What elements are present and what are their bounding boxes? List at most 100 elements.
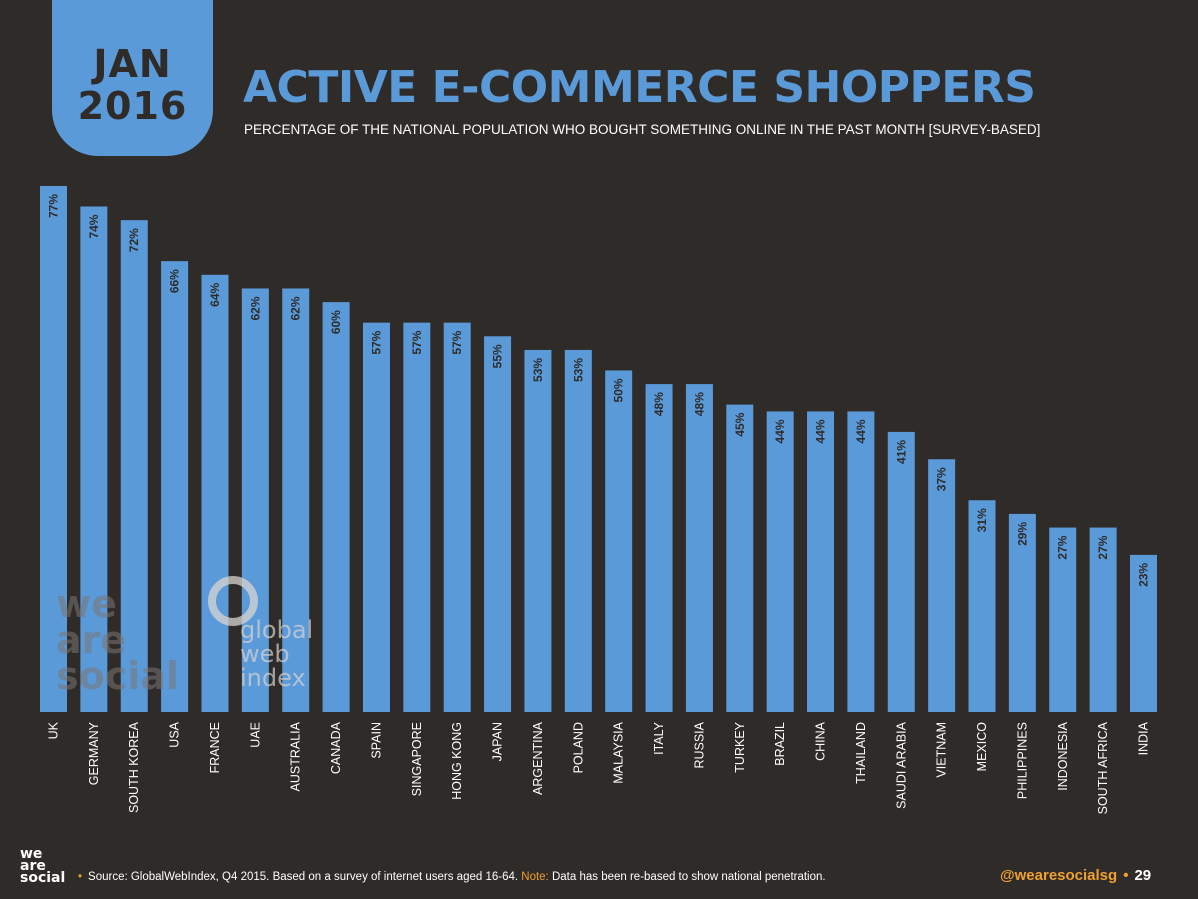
bar-value-label: 29%	[1015, 522, 1029, 546]
bar-value-label: 27%	[1096, 535, 1110, 559]
category-label: PHILIPPINES	[1015, 722, 1029, 799]
category-label: MALAYSIA	[612, 721, 626, 783]
category-label: FRANCE	[208, 722, 222, 773]
bar	[968, 500, 996, 712]
category-label: CANADA	[329, 721, 343, 774]
bar-value-label: 74%	[87, 214, 101, 238]
bar-value-label: 37%	[935, 467, 949, 491]
watermark-word: social	[56, 654, 179, 698]
bar-value-label: 66%	[168, 269, 182, 293]
bar-value-label: 57%	[369, 330, 383, 354]
category-label: AUSTRALIA	[289, 721, 303, 791]
bar-value-label: 44%	[854, 419, 868, 443]
category-label: USA	[168, 721, 182, 747]
category-label: TURKEY	[733, 721, 747, 772]
date-month: JAN	[93, 42, 172, 86]
bar	[80, 206, 108, 712]
bar	[928, 459, 956, 712]
bar-value-label: 57%	[410, 330, 424, 354]
category-label: ARGENTINA	[531, 721, 545, 795]
category-label: SOUTH KOREA	[127, 721, 141, 813]
bar	[524, 349, 552, 712]
bar	[201, 274, 229, 712]
bar	[1129, 554, 1157, 712]
watermark-word: we	[56, 582, 117, 626]
bar-value-label: 62%	[248, 296, 262, 320]
bar-value-label: 48%	[652, 392, 666, 416]
category-label: SAUDI ARABIA	[894, 721, 908, 808]
bar	[1008, 513, 1036, 712]
bar	[887, 431, 915, 712]
footer-social-handle: @wearesocialsg • 29	[1000, 867, 1151, 884]
bar	[241, 288, 269, 712]
bar	[645, 384, 673, 712]
bar	[282, 288, 310, 712]
bar-value-label: 31%	[975, 508, 989, 532]
footer-logo-word: we	[20, 846, 43, 862]
bar-value-label: 50%	[612, 378, 626, 402]
category-label: UAE	[248, 722, 262, 748]
bar	[1049, 527, 1077, 712]
globalwebindex-watermark: global web index	[240, 618, 313, 690]
bar-value-label: 57%	[450, 330, 464, 354]
bar-value-label: 72%	[127, 228, 141, 252]
category-label: JAPAN	[491, 722, 505, 761]
globalwebindex-logo-icon	[208, 576, 258, 626]
date-badge: JAN 2016	[52, 0, 213, 156]
category-label: INDONESIA	[1056, 721, 1070, 790]
category-label: GERMANY	[87, 721, 101, 785]
bar-value-label: 62%	[289, 296, 303, 320]
bar	[605, 370, 633, 712]
bar-value-label: 53%	[571, 358, 585, 382]
watermark-word: are	[56, 618, 127, 662]
footer-logo-word: are	[20, 858, 46, 874]
bar-value-label: 45%	[733, 412, 747, 436]
category-label: CHINA	[814, 721, 828, 761]
page-number: 29	[1134, 867, 1152, 884]
watermark-word: global	[240, 616, 314, 644]
category-label: POLAND	[571, 722, 585, 773]
bar-value-label: 53%	[531, 358, 545, 382]
we-are-social-watermark: we are social	[56, 582, 179, 698]
bar-value-label: 48%	[692, 392, 706, 416]
date-year: 2016	[77, 84, 188, 128]
bar	[1089, 527, 1117, 712]
separator-dot-icon: •	[1123, 867, 1129, 884]
bar-value-label: 23%	[1136, 563, 1150, 587]
source-text: Source: GlobalWebIndex, Q4 2015. Based o…	[88, 871, 519, 883]
watermark-word: web	[240, 640, 290, 668]
category-label: INDIA	[1136, 721, 1150, 755]
source-footnote: • Source: GlobalWebIndex, Q4 2015. Based …	[78, 871, 826, 883]
bar	[120, 220, 148, 713]
category-label: BRAZIL	[773, 722, 787, 766]
bar-value-label: 44%	[814, 419, 828, 443]
footer-logo: we are social	[20, 846, 66, 886]
bar-value-label: 27%	[1056, 535, 1070, 559]
chart-subtitle: PERCENTAGE OF THE NATIONAL POPULATION WH…	[244, 122, 1041, 137]
bar-value-label: 44%	[773, 419, 787, 443]
bar	[807, 411, 835, 712]
bullet-icon: •	[78, 871, 83, 883]
category-label: RUSSIA	[692, 721, 706, 768]
bar-value-label: 55%	[491, 344, 505, 368]
footer-logo-word: social	[20, 870, 66, 886]
category-label: HONG KONG	[450, 722, 464, 800]
bar	[847, 411, 875, 712]
bar-value-label: 60%	[329, 310, 343, 334]
bar-value-label: 41%	[894, 440, 908, 464]
bar	[484, 336, 512, 712]
bar	[726, 404, 754, 712]
bar	[161, 261, 189, 712]
bar	[564, 349, 592, 712]
category-label: SPAIN	[369, 722, 383, 759]
bar	[362, 322, 390, 712]
bar	[403, 322, 431, 712]
category-label: VIETNAM	[935, 722, 949, 778]
bar	[443, 322, 471, 712]
bar-value-label: 77%	[47, 194, 61, 218]
category-label: SOUTH AFRICA	[1096, 721, 1110, 814]
bar	[322, 302, 350, 712]
chart-title: ACTIVE E-COMMERCE SHOPPERS	[243, 62, 1036, 113]
category-label: MEXICO	[975, 722, 989, 772]
